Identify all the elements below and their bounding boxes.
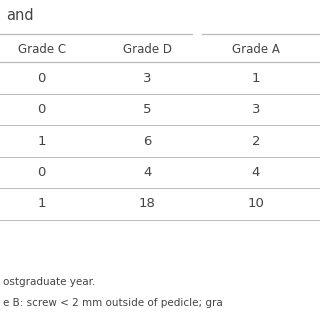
Text: 0: 0 xyxy=(37,103,46,116)
Text: 5: 5 xyxy=(143,103,151,116)
Text: and: and xyxy=(6,8,34,23)
Text: 0: 0 xyxy=(37,72,46,85)
Text: e B: screw < 2 mm outside of pedicle; gra: e B: screw < 2 mm outside of pedicle; gr… xyxy=(3,298,223,308)
Text: 1: 1 xyxy=(37,197,46,210)
Text: 6: 6 xyxy=(143,135,151,148)
Text: Grade A: Grade A xyxy=(232,43,280,56)
Text: 4: 4 xyxy=(252,166,260,179)
Text: 0: 0 xyxy=(37,166,46,179)
Text: Grade C: Grade C xyxy=(18,43,66,56)
Text: Grade D: Grade D xyxy=(123,43,172,56)
Text: 10: 10 xyxy=(248,197,264,210)
Text: 1: 1 xyxy=(37,135,46,148)
Text: 1: 1 xyxy=(252,72,260,85)
Text: 18: 18 xyxy=(139,197,156,210)
Text: 3: 3 xyxy=(252,103,260,116)
Text: 4: 4 xyxy=(143,166,151,179)
Text: 3: 3 xyxy=(143,72,151,85)
Text: 2: 2 xyxy=(252,135,260,148)
Text: ostgraduate year.: ostgraduate year. xyxy=(3,277,96,287)
